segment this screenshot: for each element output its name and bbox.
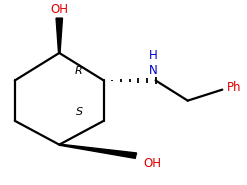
Text: R: R	[75, 66, 83, 76]
Polygon shape	[56, 18, 62, 53]
Text: N: N	[149, 64, 158, 77]
Text: Ph: Ph	[227, 81, 242, 94]
Text: S: S	[76, 107, 82, 117]
Text: OH: OH	[143, 157, 161, 171]
Polygon shape	[59, 144, 137, 158]
Text: H: H	[149, 49, 158, 62]
Text: OH: OH	[50, 3, 68, 16]
